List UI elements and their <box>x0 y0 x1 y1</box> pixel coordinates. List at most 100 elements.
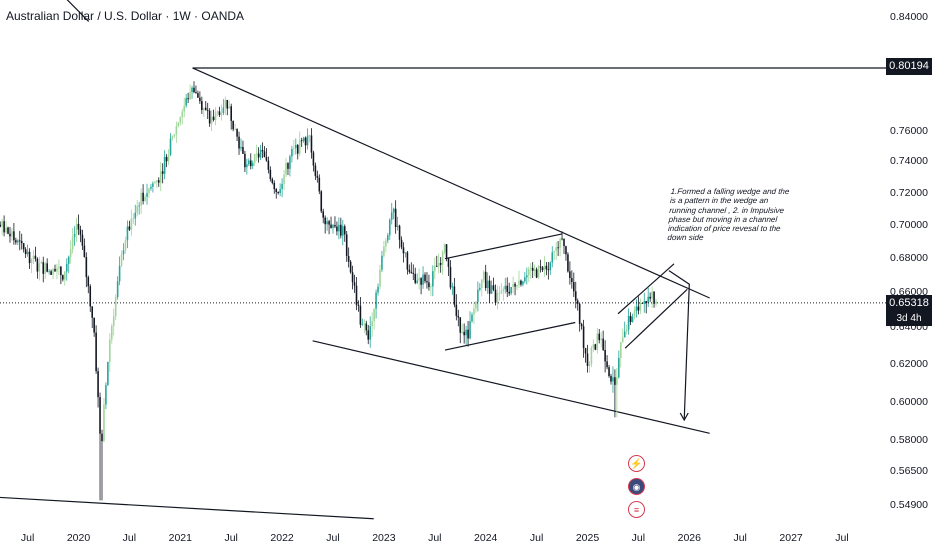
y-tick-label: 0.74000 <box>890 155 928 167</box>
trendline-channel-lower-2023[interactable] <box>444 321 576 351</box>
candle-body <box>639 302 642 311</box>
candle-body <box>154 182 156 184</box>
candle-body <box>600 338 603 341</box>
candle-body <box>492 285 495 290</box>
candle-body <box>563 238 565 247</box>
trendlines <box>0 0 710 520</box>
candle-body <box>580 323 583 327</box>
candle-body <box>373 308 375 322</box>
candle-body <box>471 314 473 322</box>
candle-body <box>565 246 567 255</box>
candle-body <box>210 116 213 124</box>
candle-body <box>496 293 499 303</box>
candle-body <box>132 218 135 220</box>
candle-body <box>526 275 528 278</box>
candle-body <box>91 306 94 318</box>
y-tick-label: 0.54900 <box>890 499 928 511</box>
candle-body <box>156 180 158 183</box>
candle-body <box>469 321 471 339</box>
y-tick-label: 0.56500 <box>890 465 928 477</box>
candle-body <box>598 333 601 341</box>
candle-body <box>437 262 440 267</box>
candle-body <box>109 339 111 362</box>
candle-body <box>649 296 651 299</box>
candle-body <box>541 267 544 271</box>
trendline-wedge-upper[interactable] <box>192 67 710 299</box>
candle-body <box>549 262 552 271</box>
candle-body <box>191 87 193 92</box>
x-tick-label: 2026 <box>678 532 702 544</box>
candle-body <box>375 292 377 309</box>
candle-body <box>516 285 518 287</box>
candle-body <box>502 289 505 292</box>
candle-body <box>150 186 152 189</box>
candle-body <box>451 286 454 288</box>
candle-body <box>114 297 117 317</box>
candle-body <box>475 301 477 309</box>
candle-body <box>576 300 579 304</box>
candle-body <box>584 348 587 354</box>
trendline-long-term-upper[interactable] <box>38 0 90 22</box>
candle-body <box>557 247 559 249</box>
candle-body <box>414 273 417 283</box>
us-flag-icon[interactable]: ≡ <box>628 501 645 518</box>
candle-body <box>183 105 186 112</box>
candle-body <box>11 231 13 237</box>
trendline-wedge-lower[interactable] <box>312 340 710 434</box>
candle-body <box>457 315 460 318</box>
candle-body <box>234 129 236 130</box>
candle-body <box>38 263 41 272</box>
candle-body <box>621 337 624 343</box>
candle-body <box>359 305 362 325</box>
candle-body <box>246 164 248 168</box>
x-tick-label: 2023 <box>372 532 396 544</box>
candle-body <box>298 140 301 154</box>
candle-body <box>167 154 170 162</box>
trendline-channel-upper-2023[interactable] <box>444 233 563 260</box>
candle-body <box>486 280 489 288</box>
candle-body <box>338 224 340 232</box>
trendline-long-term-lower[interactable] <box>0 496 374 520</box>
candle-body <box>379 269 381 287</box>
projection-arrow[interactable] <box>668 270 690 421</box>
candle-body <box>279 188 281 194</box>
candle-body <box>345 234 348 256</box>
candle-body <box>643 301 646 304</box>
candle-body <box>255 153 258 155</box>
y-tick-label: 0.60000 <box>890 396 928 408</box>
candle-body <box>179 117 182 123</box>
candle-body <box>340 224 342 236</box>
trendline-channel-lower-2025[interactable] <box>624 288 688 349</box>
x-tick-label: Jul <box>326 532 339 544</box>
candle-body <box>443 244 446 253</box>
candle-body <box>320 191 323 212</box>
current-price-label: 0.65318 <box>886 295 932 312</box>
candle-body <box>547 269 550 271</box>
candle-body <box>629 315 632 322</box>
candle-body <box>306 135 309 146</box>
x-tick-label: Jul <box>835 532 848 544</box>
candle-body <box>269 169 272 180</box>
candle-body <box>52 268 54 275</box>
candle-body <box>212 116 215 121</box>
candle-body <box>46 263 48 272</box>
candle-body <box>610 376 612 382</box>
y-tick-label: 0.58000 <box>890 434 928 446</box>
candle-body <box>201 101 203 111</box>
globe-flag-icon[interactable]: ◉ <box>628 478 645 495</box>
trendline-channel-upper-2025[interactable] <box>617 263 675 315</box>
candle-body <box>318 177 321 192</box>
candle-body <box>73 234 76 237</box>
candle-body <box>95 332 97 372</box>
x-tick-label: Jul <box>733 532 746 544</box>
candle-body <box>531 267 534 271</box>
candle-body <box>15 240 17 243</box>
candle-body <box>238 136 240 149</box>
candle-body <box>328 221 330 225</box>
candle-body <box>187 98 189 100</box>
candle-body <box>545 265 548 270</box>
candle-body <box>571 278 573 283</box>
lightning-icon[interactable]: ⚡ <box>628 455 645 472</box>
candle-body <box>555 247 557 252</box>
